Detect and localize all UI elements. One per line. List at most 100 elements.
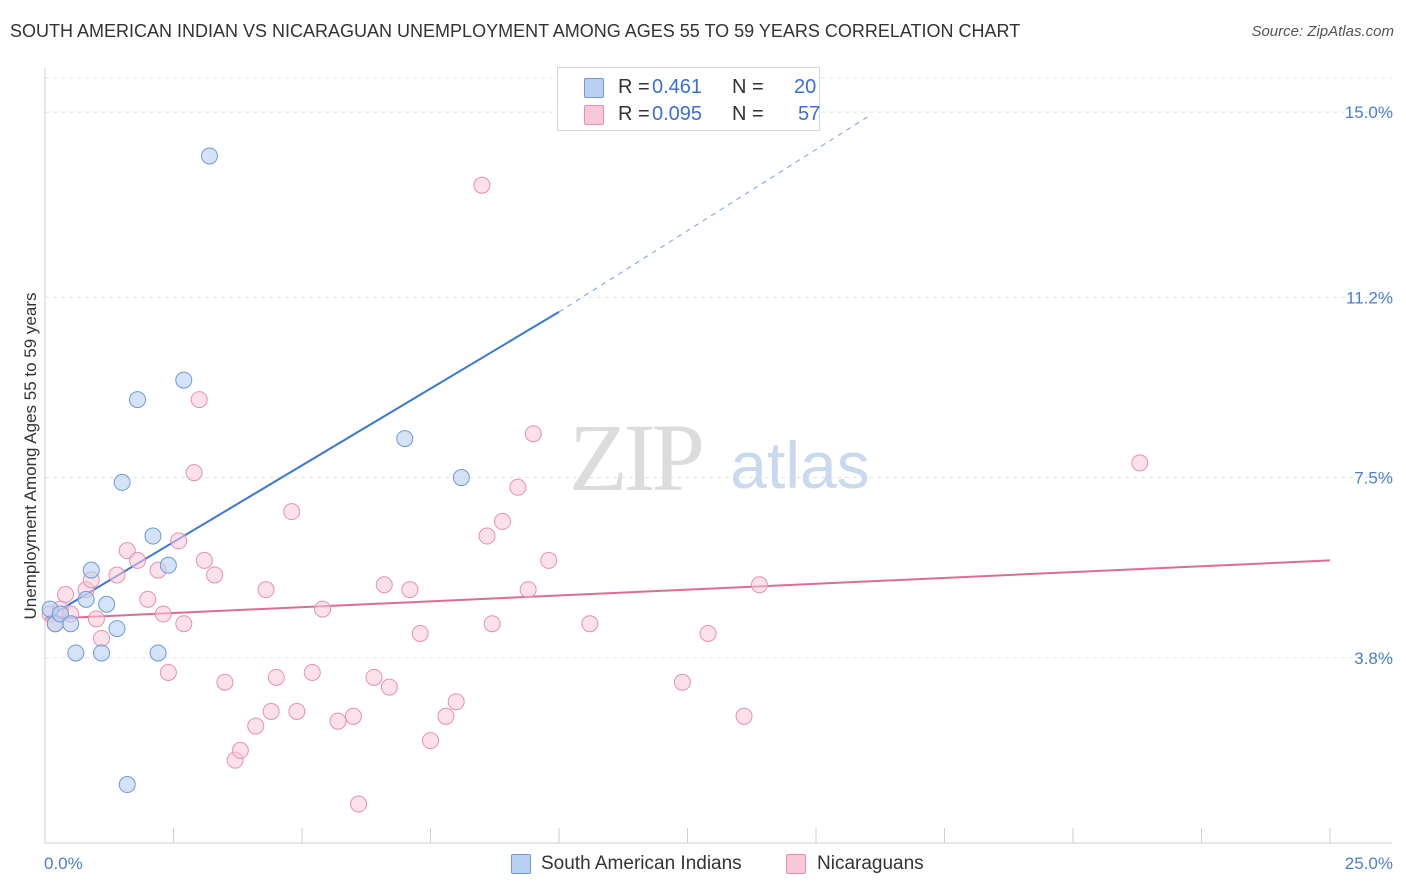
legend-r-label: R = (618, 102, 650, 125)
legend-n-label: N = (732, 102, 764, 125)
data-point-nicaraguans (262, 702, 280, 720)
data-point-nicaraguans (247, 717, 265, 735)
data-point-nicaraguans (154, 605, 172, 623)
data-point-nicaraguans (93, 629, 111, 647)
bottom-legend-label: South American Indians (541, 853, 742, 874)
data-point-nicaraguans (344, 707, 362, 725)
data-point-south-american-indians (62, 615, 80, 633)
data-point-nicaraguans (735, 707, 753, 725)
y-tick-label: 11.2% (1346, 288, 1393, 307)
y-tick-label: 15.0% (1345, 103, 1393, 122)
watermark-atlas: atlas (730, 428, 869, 502)
data-point-nicaraguans (437, 707, 455, 725)
watermark-zip: ZIP (569, 404, 702, 511)
data-point-south-american-indians (149, 644, 167, 662)
y-tick-label: 3.8% (1354, 649, 1393, 668)
data-point-nicaraguans (185, 464, 203, 482)
data-point-south-american-indians (144, 527, 162, 545)
data-point-nicaraguans (673, 673, 691, 691)
bottom-legend-label: Nicaraguans (817, 853, 924, 874)
data-point-south-american-indians (93, 644, 111, 662)
correlation-legend: R = 0.461 N = 20 R = 0.095 N = 57 (557, 67, 820, 131)
trend-line-nicaraguans (44, 559, 1331, 620)
legend-r-value: 0.461 (652, 75, 703, 98)
y-tick-label: 7.5% (1354, 469, 1393, 488)
data-point-south-american-indians (452, 469, 470, 487)
x-tick-label: 0.0% (44, 854, 83, 873)
data-point-nicaraguans (195, 551, 213, 569)
data-point-nicaraguans (478, 527, 496, 545)
data-point-nicaraguans (329, 712, 347, 730)
data-point-south-american-indians (77, 590, 95, 608)
data-point-nicaraguans (87, 610, 105, 628)
data-point-nicaraguans (524, 425, 542, 443)
data-point-south-american-indians (113, 473, 131, 491)
data-point-nicaraguans (375, 576, 393, 594)
data-point-nicaraguans (231, 741, 249, 759)
tick-labels: 3.8% 7.5% 11.2% 15.0% 0.0% 25.0% (44, 103, 1393, 873)
data-point-nicaraguans (519, 581, 537, 599)
data-point-nicaraguans (509, 478, 527, 496)
data-point-nicaraguans (267, 668, 285, 686)
data-point-nicaraguans (139, 590, 157, 608)
trend-lines (44, 116, 1331, 620)
data-point-nicaraguans (257, 581, 275, 599)
data-point-nicaraguans (283, 503, 301, 521)
data-point-nicaraguans (175, 615, 193, 633)
data-point-nicaraguans (108, 566, 126, 584)
data-point-nicaraguans (447, 693, 465, 711)
y-axis-label: Unemployment Among Ages 55 to 59 years (21, 292, 40, 620)
legend-n-value: 57 (798, 102, 821, 125)
legend-swatch-blue (584, 78, 604, 98)
data-point-nicaraguans (288, 702, 306, 720)
data-point-nicaraguans (473, 176, 491, 194)
data-point-nicaraguans (206, 566, 224, 584)
data-point-south-american-indians (396, 430, 414, 448)
legend-n-value: 20 (794, 75, 817, 98)
data-point-nicaraguans (57, 585, 75, 603)
data-point-nicaraguans (314, 600, 332, 618)
series-south-american-indians (41, 147, 470, 794)
data-point-south-american-indians (200, 147, 218, 165)
data-point-nicaraguans (540, 551, 558, 569)
data-point-nicaraguans (483, 615, 501, 633)
data-point-south-american-indians (175, 371, 193, 389)
bottom-legend-swatch-pink (786, 854, 806, 874)
axes (44, 68, 1392, 844)
data-point-nicaraguans (365, 668, 383, 686)
data-point-nicaraguans (118, 542, 136, 560)
legend-r-label: R = (618, 75, 650, 98)
data-point-nicaraguans (159, 663, 177, 681)
x-tick-label: 25.0% (1345, 854, 1393, 873)
data-point-nicaraguans (303, 663, 321, 681)
data-point-nicaraguans (699, 624, 717, 642)
data-point-south-american-indians (129, 391, 147, 409)
watermark: ZIP atlas (569, 404, 870, 511)
chart-source: Source: ZipAtlas.com (1251, 23, 1394, 40)
gridlines (45, 77, 1392, 659)
data-point-nicaraguans (129, 551, 147, 569)
data-point-south-american-indians (98, 595, 116, 613)
data-point-south-american-indians (108, 620, 126, 638)
legend-swatch-pink (584, 105, 604, 125)
data-point-south-american-indians (67, 644, 85, 662)
data-point-nicaraguans (493, 512, 511, 530)
chart-title: SOUTH AMERICAN INDIAN VS NICARAGUAN UNEM… (10, 21, 1021, 41)
legend-n-label: N = (732, 75, 764, 98)
data-point-nicaraguans (401, 581, 419, 599)
trend-line-extension (558, 116, 868, 313)
legend-r-value: 0.095 (652, 102, 703, 125)
data-point-south-american-indians (159, 556, 177, 574)
data-point-south-american-indians (118, 776, 136, 794)
data-point-nicaraguans (750, 576, 768, 594)
data-point-nicaraguans (581, 615, 599, 633)
data-point-nicaraguans (411, 624, 429, 642)
data-point-nicaraguans (190, 391, 208, 409)
bottom-legend-swatch-blue (511, 854, 531, 874)
data-point-nicaraguans (422, 732, 439, 750)
data-point-south-american-indians (51, 605, 69, 623)
data-point-nicaraguans (170, 532, 188, 550)
data-point-nicaraguans (380, 678, 398, 696)
data-point-south-american-indians (82, 561, 100, 579)
